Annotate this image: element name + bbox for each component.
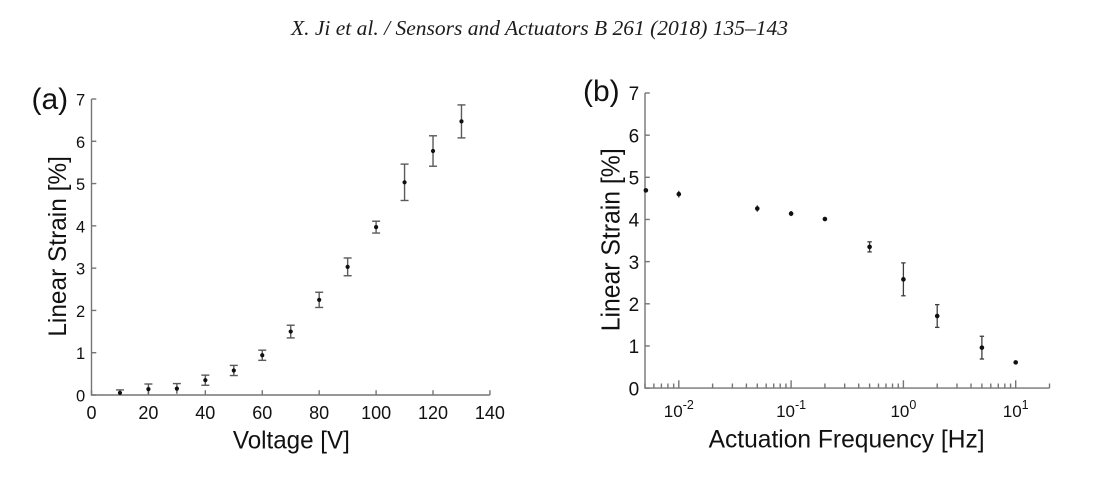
- svg-text:100: 100: [361, 403, 391, 423]
- svg-text:3: 3: [76, 261, 85, 279]
- svg-text:100: 100: [890, 398, 916, 421]
- svg-text:7: 7: [629, 84, 640, 105]
- svg-text:60: 60: [252, 403, 272, 423]
- svg-text:4: 4: [629, 211, 640, 232]
- svg-text:2: 2: [76, 303, 85, 321]
- svg-text:101: 101: [1003, 398, 1029, 421]
- svg-text:0: 0: [86, 403, 96, 423]
- svg-text:120: 120: [418, 403, 448, 423]
- svg-text:0: 0: [629, 379, 640, 400]
- svg-text:Linear Strain [%]: Linear Strain [%]: [597, 148, 625, 331]
- svg-text:6: 6: [629, 126, 640, 147]
- svg-text:40: 40: [195, 403, 215, 423]
- svg-text:80: 80: [309, 403, 329, 423]
- svg-text:20: 20: [138, 403, 158, 423]
- svg-text:Actuation Frequency [Hz]: Actuation Frequency [Hz]: [709, 426, 985, 453]
- svg-text:4: 4: [76, 218, 85, 236]
- svg-text:0: 0: [76, 388, 85, 406]
- svg-text:7: 7: [76, 92, 85, 110]
- svg-text:1: 1: [629, 337, 640, 358]
- svg-text:140: 140: [475, 403, 505, 423]
- svg-text:Voltage [V]: Voltage [V]: [233, 428, 350, 455]
- svg-text:10-1: 10-1: [776, 398, 806, 421]
- svg-text:X. Ji et al. / Sensors and Act: X. Ji et al. / Sensors and Actuators B 2…: [290, 16, 788, 40]
- svg-text:6: 6: [76, 134, 85, 152]
- svg-text:5: 5: [629, 169, 640, 190]
- svg-text:(b): (b): [583, 75, 620, 108]
- svg-text:(a): (a): [32, 83, 69, 116]
- svg-text:5: 5: [76, 176, 85, 194]
- svg-text:Linear Strain [%]: Linear Strain [%]: [45, 156, 72, 337]
- svg-text:10-2: 10-2: [664, 398, 694, 421]
- svg-text:2: 2: [629, 295, 640, 316]
- svg-text:3: 3: [629, 253, 640, 274]
- svg-text:1: 1: [76, 345, 85, 363]
